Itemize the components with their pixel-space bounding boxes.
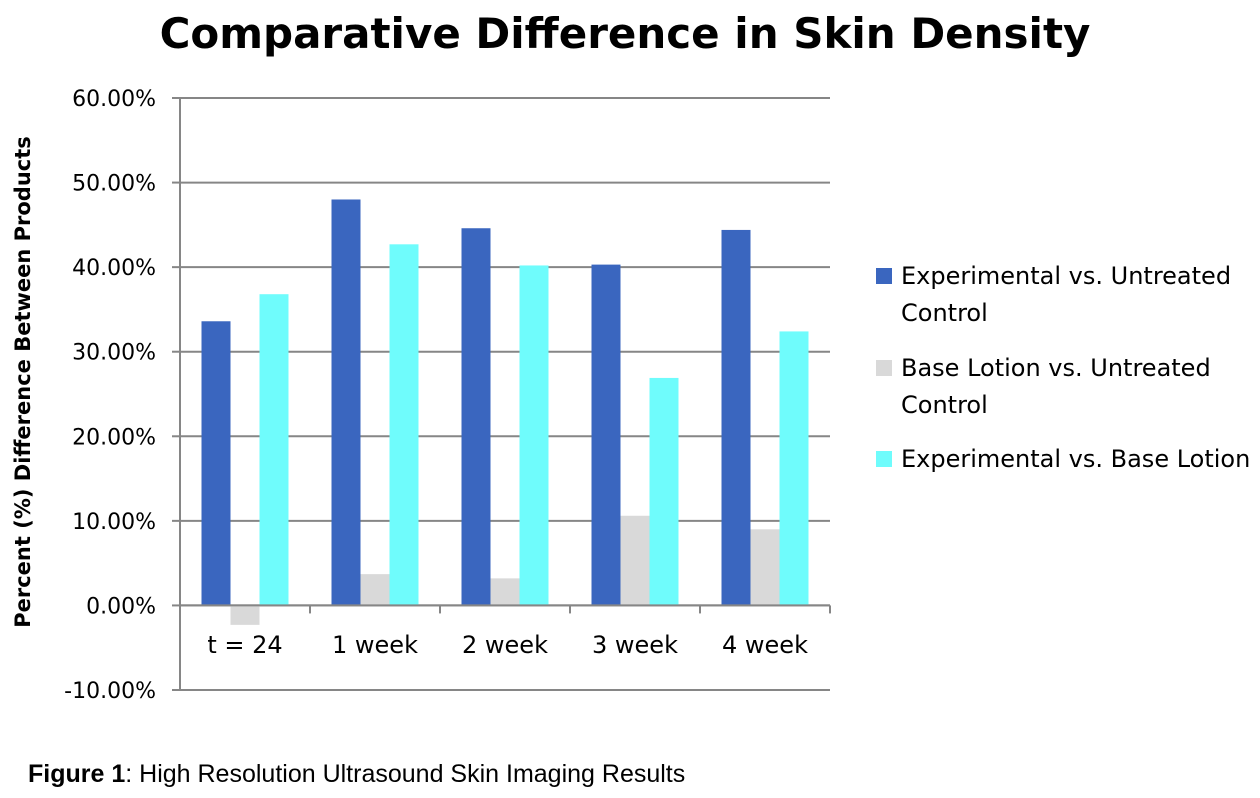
legend-label: Control xyxy=(901,391,988,419)
y-axis-label: Percent (%) Difference Between Products xyxy=(11,136,35,628)
caption-text: : High Resolution Ultrasound Skin Imagin… xyxy=(125,760,686,788)
bar xyxy=(649,377,679,606)
bar xyxy=(259,294,289,606)
x-tick-label: 4 week xyxy=(722,631,808,659)
legend-swatch xyxy=(876,268,892,284)
legend-label: Experimental vs. Untreated xyxy=(901,262,1231,290)
chart-title: Comparative Difference in Skin Density xyxy=(160,9,1091,58)
bar xyxy=(721,229,751,606)
bars xyxy=(201,199,809,625)
y-tick-label: 30.00% xyxy=(72,341,156,366)
legend-label: Base Lotion vs. Untreated xyxy=(901,354,1211,382)
x-tick-label: 2 week xyxy=(462,631,548,659)
bar xyxy=(360,574,390,606)
legend-swatch xyxy=(876,451,892,467)
axes xyxy=(179,98,831,690)
bar xyxy=(750,529,780,606)
caption-label: Figure 1 xyxy=(28,760,126,788)
y-axis-ticks: -10.00% 0.00% 10.00% 20.00% 30.00% 40.00% 50.0… xyxy=(64,87,180,704)
bar xyxy=(201,321,231,606)
x-axis-ticks: t = 24 1 week 2 week 3 week 4 week xyxy=(207,631,808,659)
bar xyxy=(620,515,650,606)
bar xyxy=(461,228,491,606)
figure-caption: Figure 1: High Resolution Ultrasound Ski… xyxy=(28,760,685,789)
y-tick-label: 10.00% xyxy=(72,510,156,535)
bar-chart: Comparative Difference in Skin Density P… xyxy=(11,9,1250,704)
bar xyxy=(389,244,419,606)
bar xyxy=(230,605,260,625)
y-tick-label: 20.00% xyxy=(72,425,156,450)
bar xyxy=(331,199,361,606)
legend-label: Control xyxy=(901,299,988,327)
y-tick-label: 60.00% xyxy=(72,87,156,112)
y-tick-label: 40.00% xyxy=(72,256,156,281)
x-tick-label: 1 week xyxy=(332,631,418,659)
bar xyxy=(779,331,809,606)
legend-swatch xyxy=(876,360,892,376)
x-tick-label: 3 week xyxy=(592,631,678,659)
legend-label: Experimental vs. Base Lotion xyxy=(901,445,1250,473)
y-tick-label: 50.00% xyxy=(72,172,156,197)
bar xyxy=(519,265,549,606)
bar xyxy=(490,578,520,606)
bar xyxy=(591,264,621,606)
legend: Experimental vs. Untreated Control Base Lo… xyxy=(876,262,1250,473)
x-tick-label: t = 24 xyxy=(207,631,282,659)
y-tick-label: 0.00% xyxy=(86,594,156,619)
y-tick-label: -10.00% xyxy=(64,679,156,704)
